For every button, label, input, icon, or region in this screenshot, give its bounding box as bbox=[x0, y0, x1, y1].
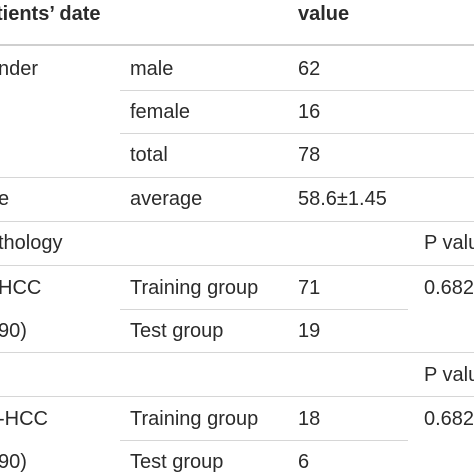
cell-total-value: 78 bbox=[298, 144, 321, 166]
cell-age: e bbox=[0, 188, 10, 210]
header-divider bbox=[0, 44, 474, 46]
cell-hcc: HCC bbox=[0, 277, 42, 299]
cell-training-value: 71 bbox=[298, 277, 321, 299]
cell-non-hcc-count: 90) bbox=[0, 451, 27, 473]
row-divider bbox=[120, 133, 474, 134]
row-divider bbox=[0, 352, 474, 353]
row-divider bbox=[120, 440, 408, 441]
cell-hcc-count: 90) bbox=[0, 320, 27, 342]
cell-test-group: Test group bbox=[130, 451, 224, 473]
row-divider bbox=[0, 265, 474, 266]
cell-training-value: 18 bbox=[298, 408, 321, 430]
cell-test-group: Test group bbox=[130, 320, 224, 342]
row-divider bbox=[120, 90, 474, 91]
cell-average-value: 58.6±1.45 bbox=[298, 188, 387, 210]
row-divider bbox=[120, 309, 408, 310]
row-divider bbox=[0, 396, 474, 397]
cell-pathology: thology bbox=[0, 232, 63, 254]
cell-p-value-header: P valu bbox=[424, 232, 474, 254]
header-patients-date: tients’ date bbox=[0, 3, 101, 25]
cell-male-value: 62 bbox=[298, 58, 321, 80]
cell-p-value: 0.682 bbox=[424, 408, 474, 430]
cell-gender: nder bbox=[0, 58, 39, 80]
cell-training-group: Training group bbox=[130, 408, 259, 430]
row-divider bbox=[0, 221, 474, 222]
cell-average: average bbox=[130, 188, 203, 210]
cell-training-group: Training group bbox=[130, 277, 259, 299]
header-value: value bbox=[298, 3, 350, 25]
cell-female: female bbox=[130, 101, 191, 123]
cell-female-value: 16 bbox=[298, 101, 321, 123]
cell-non-hcc: -HCC bbox=[0, 408, 48, 430]
row-divider bbox=[0, 177, 474, 178]
cell-p-value: 0.682 bbox=[424, 277, 474, 299]
cell-test-value: 6 bbox=[298, 451, 310, 473]
cell-test-value: 19 bbox=[298, 320, 321, 342]
cell-male: male bbox=[130, 58, 174, 80]
cell-total: total bbox=[130, 144, 168, 166]
cell-p-value-header: P valu bbox=[424, 364, 474, 386]
